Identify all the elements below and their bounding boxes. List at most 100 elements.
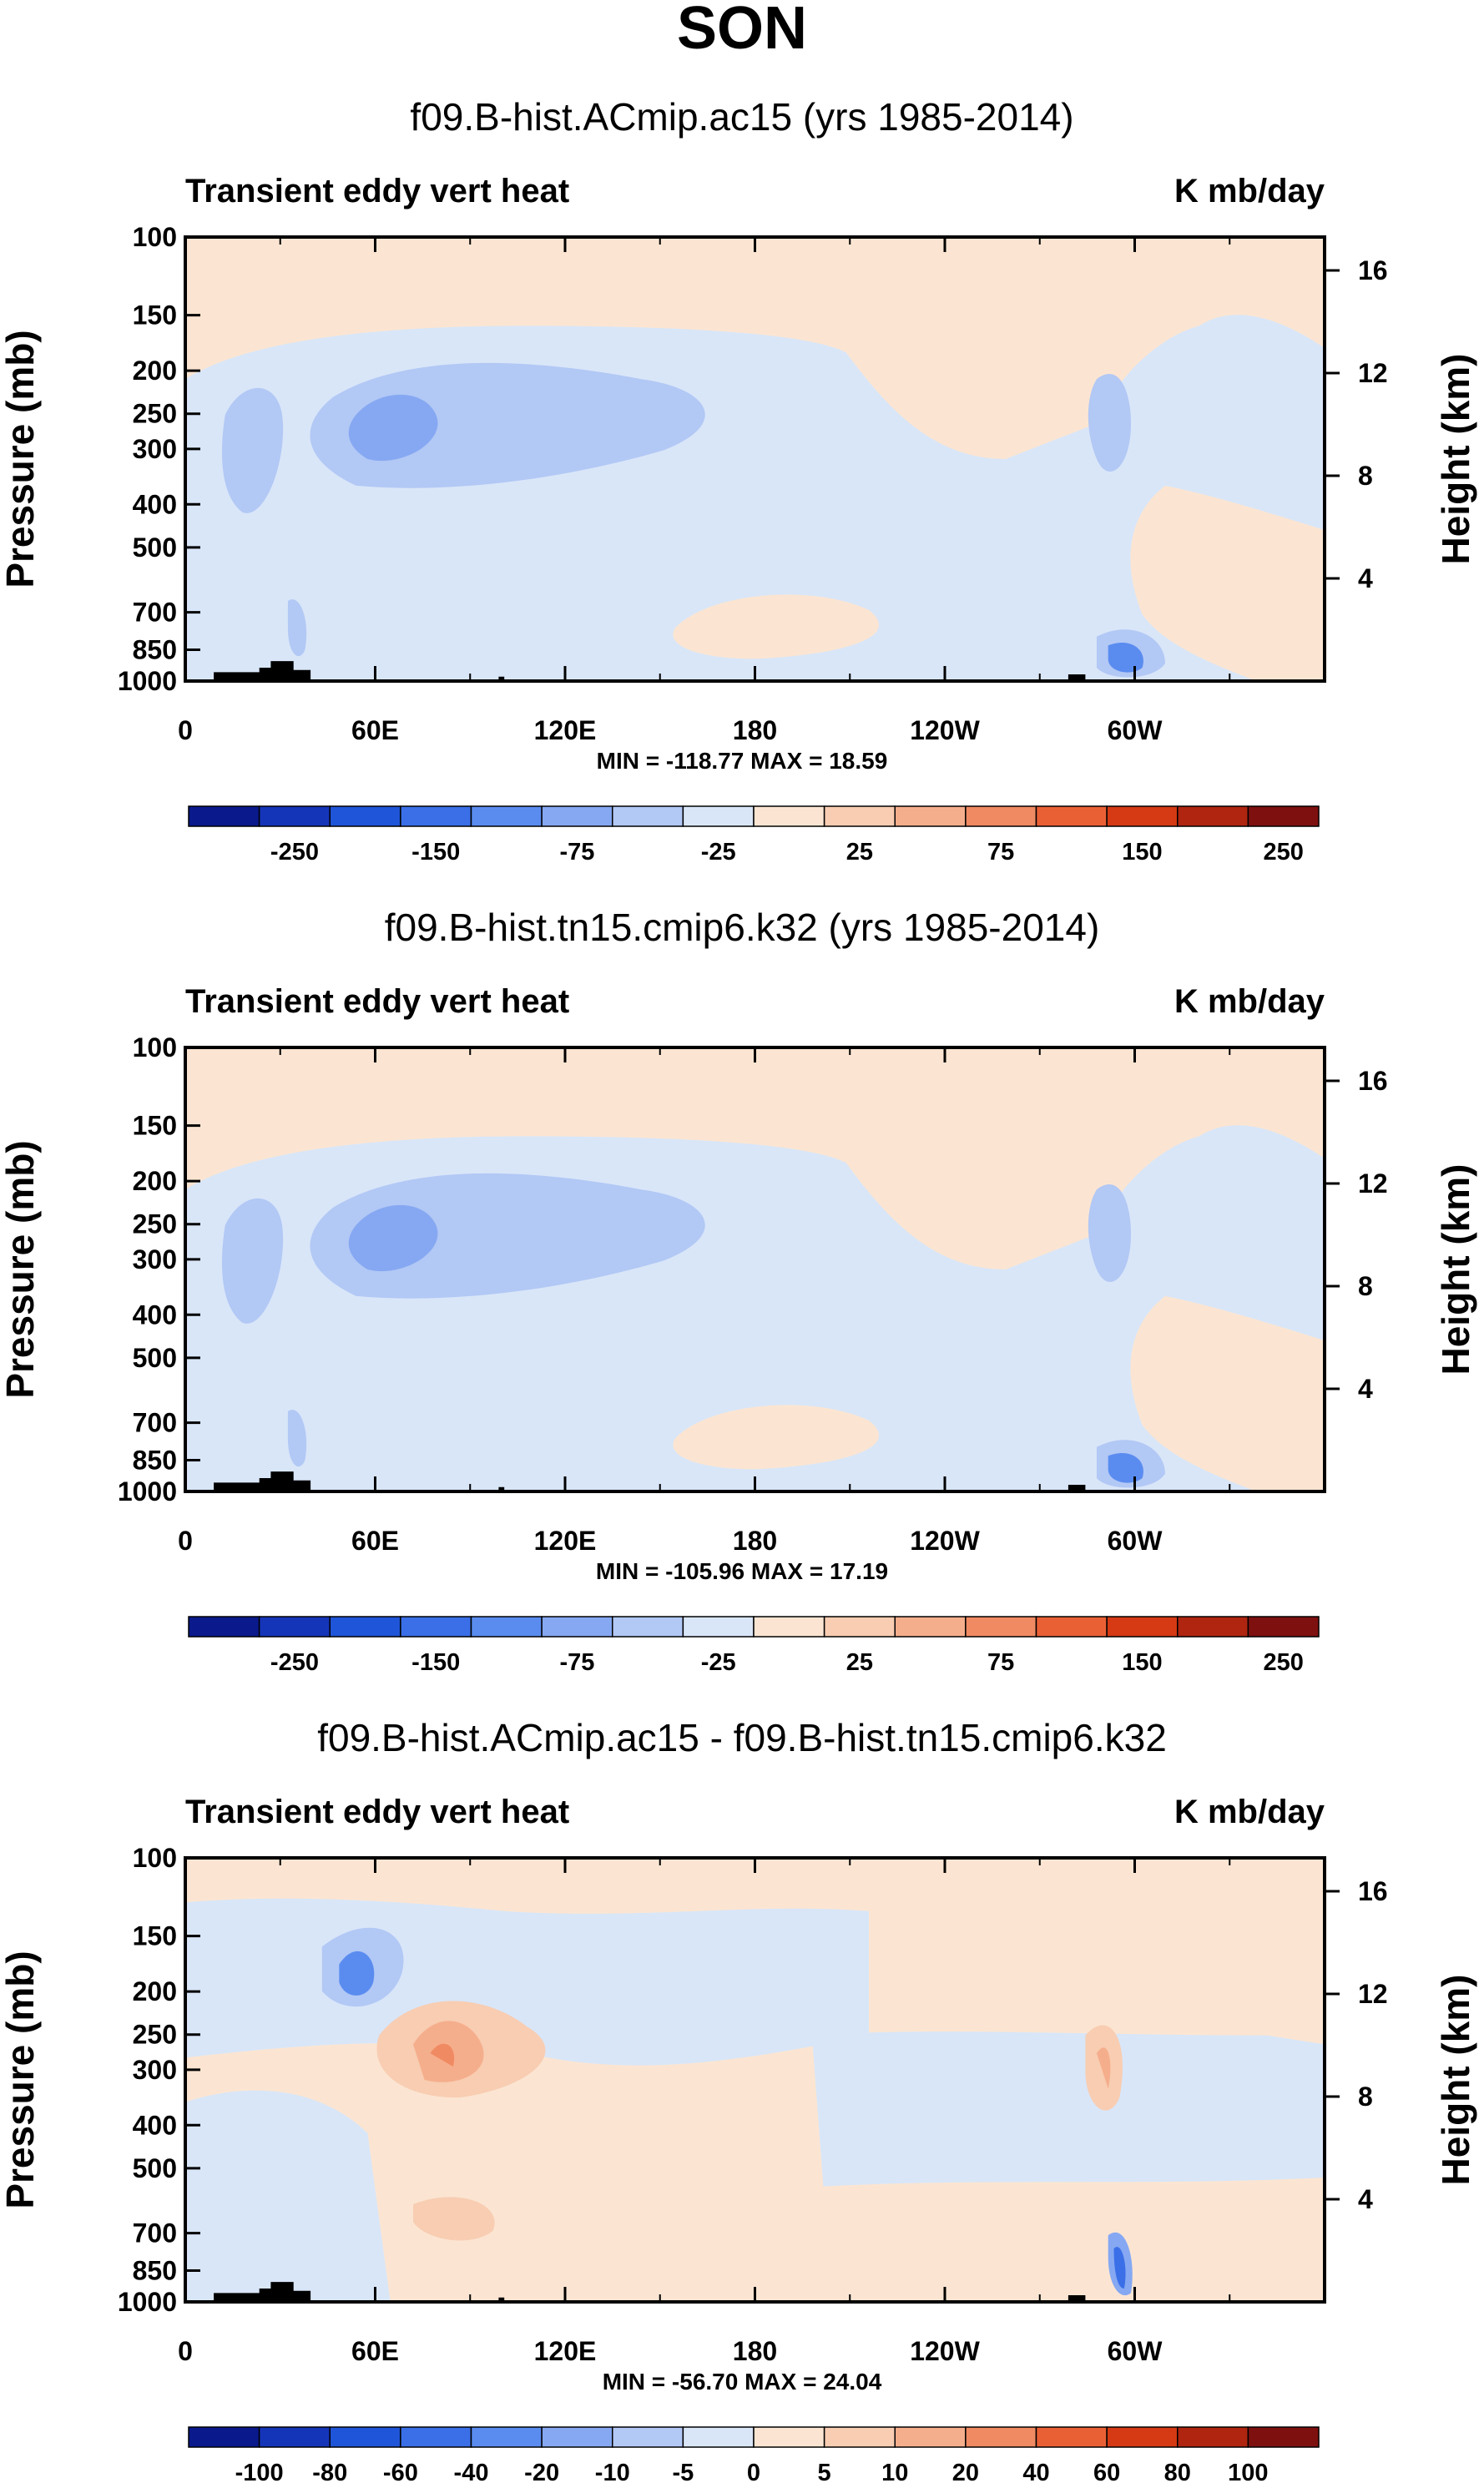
panel-title: f09.B-hist.ACmip.ac15 (yrs 1985-2014) <box>410 95 1073 139</box>
units-label: K mb/day <box>1174 1794 1325 1830</box>
y-right-tick-label: 16 <box>1358 1066 1388 1096</box>
colorbar-label: 0 <box>747 2460 760 2483</box>
colorbar-box <box>470 805 543 827</box>
contour-region <box>1108 1453 1143 1483</box>
y-right-tick-label: 8 <box>1358 1271 1373 1301</box>
y-tick-label: 400 <box>133 489 177 519</box>
colorbar-label: 250 <box>1263 1649 1303 1676</box>
y-right-tick-label: 12 <box>1358 1979 1388 2009</box>
y-tick-label: 400 <box>133 2110 177 2140</box>
y-tick-label: 850 <box>133 2255 177 2285</box>
colorbar-label: -25 <box>701 839 736 866</box>
x-tick-label: 60E <box>351 715 399 745</box>
colorbar-box <box>612 1616 684 1638</box>
colorbar-box <box>400 805 472 827</box>
colorbar: -250 -150 -75 -25 25 75 150 250 <box>188 805 1320 866</box>
colorbar-label: 40 <box>1022 2460 1049 2483</box>
variable-label: Transient eddy vert heat <box>185 983 569 1020</box>
panel-title: f09.B-hist.tn15.cmip6.k32 (yrs 1985-2014… <box>385 906 1100 949</box>
colorbar-box <box>965 805 1037 827</box>
colorbar-label: -20 <box>524 2460 559 2483</box>
colorbar-box <box>965 1616 1037 1638</box>
colorbar-label: 60 <box>1093 2460 1120 2483</box>
contour-region <box>430 2043 455 2067</box>
colorbar-box <box>753 1616 825 1638</box>
colorbar-box <box>188 1616 260 1638</box>
main-title: SON <box>677 0 807 62</box>
x-tick-label: 0 <box>178 2336 193 2366</box>
y-tick-label: 250 <box>133 399 177 429</box>
colorbar-label: 100 <box>1228 2460 1268 2483</box>
colorbar-box <box>1106 2426 1179 2448</box>
y-tick-label: 250 <box>133 1209 177 1239</box>
x-tick-label: 60E <box>351 1526 399 1556</box>
colorbar-label: 20 <box>952 2460 979 2483</box>
contour-region <box>310 1173 705 1299</box>
colorbar-box <box>258 1616 331 1638</box>
contour-region <box>310 362 705 488</box>
contour-region <box>287 1410 307 1467</box>
colorbar-label: 250 <box>1263 839 1303 866</box>
colorbar-label: -5 <box>672 2460 694 2483</box>
contour-field <box>185 237 1325 681</box>
contour-region <box>339 1951 375 1996</box>
colorbar-box <box>753 2426 825 2448</box>
colorbar-label: 5 <box>818 2460 831 2483</box>
contour-region <box>221 1198 284 1324</box>
colorbar-box <box>894 1616 967 1638</box>
topography-mask <box>214 1471 1086 1491</box>
colorbar-label: 10 <box>881 2460 908 2483</box>
colorbar-box <box>188 2426 260 2448</box>
y-axis-label: Pressure (mb) <box>0 330 42 588</box>
contour-region <box>185 2090 391 2302</box>
y-tick-label: 500 <box>133 1343 177 1373</box>
colorbar-box <box>188 805 260 827</box>
colorbar-box <box>612 805 684 827</box>
colorbar-label: -250 <box>270 839 319 866</box>
colorbar-box <box>470 1616 543 1638</box>
contour-region <box>1088 1184 1131 1282</box>
x-tick-label: 180 <box>733 2336 777 2366</box>
colorbar-box <box>682 1616 755 1638</box>
x-tick-label: 180 <box>733 715 777 745</box>
colorbar-label: -150 <box>411 1649 460 1676</box>
colorbar-box <box>753 805 825 827</box>
min-max-stats: MIN = -105.96 MAX = 17.19 <box>596 1558 888 1584</box>
colorbar-box <box>400 1616 472 1638</box>
units-label: K mb/day <box>1174 983 1325 1020</box>
y-tick-label: 150 <box>133 1111 177 1141</box>
colorbar-label: -10 <box>595 2460 630 2483</box>
x-tick-label: 120E <box>534 1526 597 1556</box>
colorbar-box <box>329 805 401 827</box>
colorbar-box <box>258 805 331 827</box>
variable-label: Transient eddy vert heat <box>185 1794 569 1830</box>
colorbar-box <box>541 805 613 827</box>
colorbar-box <box>329 1616 401 1638</box>
colorbar-box <box>823 1616 896 1638</box>
contour-region <box>1088 374 1131 472</box>
colorbar-label: -25 <box>701 1649 736 1676</box>
y-right-tick-label: 8 <box>1358 461 1373 491</box>
x-tick-label: 120W <box>910 715 980 745</box>
y-tick-label: 1000 <box>118 666 177 696</box>
x-tick-label: 120W <box>910 2336 980 2366</box>
x-tick-label: 0 <box>178 715 193 745</box>
panel-2: f09.B-hist.tn15.cmip6.k32 (yrs 1985-2014… <box>0 906 1477 1676</box>
y-right-tick-label: 16 <box>1358 255 1388 285</box>
panel-1: f09.B-hist.ACmip.ac15 (yrs 1985-2014) Tra… <box>0 95 1477 866</box>
y-tick-label: 700 <box>133 2218 177 2248</box>
y-tick-label: 850 <box>133 1445 177 1475</box>
y-axis-label: Pressure (mb) <box>0 1951 42 2208</box>
colorbar-label: -150 <box>411 839 460 866</box>
colorbar-label: -75 <box>559 839 594 866</box>
colorbar-label: -60 <box>383 2460 418 2483</box>
x-tick-label: 120E <box>534 715 597 745</box>
colorbar-box <box>1035 1616 1108 1638</box>
colorbar-box <box>823 2426 896 2448</box>
contour-region <box>221 387 284 513</box>
panel-3: f09.B-hist.ACmip.ac15 - f09.B-hist.tn15.… <box>0 1716 1477 2483</box>
x-tick-label: 60W <box>1108 715 1163 745</box>
min-max-stats: MIN = -56.70 MAX = 24.04 <box>603 2369 882 2395</box>
y-tick-label: 300 <box>133 2055 177 2085</box>
